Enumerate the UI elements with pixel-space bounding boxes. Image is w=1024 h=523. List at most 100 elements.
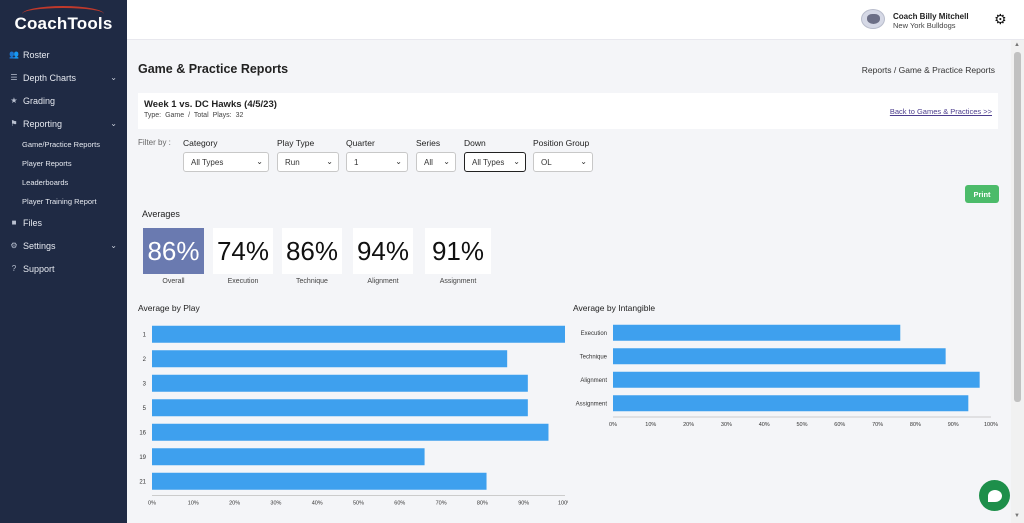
reporting-icon: ⚑: [10, 119, 18, 128]
sidebar-subitem-leaderboards[interactable]: Leaderboards: [22, 178, 69, 187]
coach-name: Coach Billy Mitchell: [893, 12, 969, 21]
x-tick-label: 60%: [394, 501, 405, 507]
category-label: 19: [139, 455, 146, 461]
sidebar-item-label: Depth Charts: [23, 72, 77, 83]
sidebar-subitem-game-practice-reports[interactable]: Game/Practice Reports: [22, 140, 100, 149]
bar-alignment[interactable]: [613, 371, 980, 388]
gear-icon[interactable]: ⚙: [994, 11, 1007, 27]
category-label: 16: [139, 430, 146, 436]
filter-label: Category: [183, 138, 218, 148]
chevron-down-icon: ⌄: [580, 157, 587, 166]
chat-bubble-icon: [987, 489, 1002, 502]
app-logo[interactable]: CoachTools: [14, 14, 113, 33]
filter-quarter: Quarter 1 ⌄: [346, 138, 408, 172]
sidebar-item-roster[interactable]: 👥 Roster: [0, 43, 127, 66]
filter-play-type-select[interactable]: Run ⌄: [277, 152, 339, 172]
team-avatar[interactable]: [861, 9, 885, 29]
filter-category-select[interactable]: All Types ⌄: [183, 152, 269, 172]
average-by-play-chart: 1 2 3 5 16 19 21 0% 10% 20% 30% 40% 50% 60% 70% 80% 90% 1…: [139, 325, 568, 507]
sidebar-nav: 👥 Roster ☰ Depth Charts ⌄ ★ Grading ⚑ Reporting ⌄…: [0, 43, 127, 280]
filter-down-select[interactable]: All Types ⌄: [464, 152, 526, 172]
sidebar-subitem-player-reports[interactable]: Player Reports: [22, 159, 72, 168]
filter-category: Category All Types ⌄: [183, 138, 269, 172]
filter-position-group-select[interactable]: OL ⌄: [533, 152, 593, 172]
x-tick-label: 100%: [558, 501, 568, 507]
category-label: 5: [143, 406, 147, 412]
scroll-up-arrow-icon[interactable]: ▲: [1014, 42, 1020, 48]
page-title: Game & Practice Reports: [138, 62, 289, 76]
bar-5[interactable]: [152, 399, 528, 417]
kpi-overall: 86% Overall: [143, 228, 204, 285]
x-tick-label: 70%: [872, 422, 883, 428]
sidebar-item-label: Roster: [23, 49, 50, 60]
bar-assignment[interactable]: [613, 395, 969, 412]
category-label: Technique: [580, 354, 608, 360]
game-summary-card: Week 1 vs. DC Hawks (4/5/23) Type: Game …: [138, 93, 998, 129]
category-label: 3: [143, 381, 147, 387]
team-name: New York Bulldogs: [893, 21, 956, 30]
x-tick-label: 80%: [910, 422, 921, 428]
filter-play-type: Play Type Run ⌄: [277, 138, 339, 172]
kpi-label: Execution: [227, 278, 259, 285]
kpi-label: Assignment: [439, 278, 477, 285]
filter-by-label: Filter by :: [138, 138, 171, 147]
bar-21[interactable]: [152, 472, 487, 490]
chevron-down-icon[interactable]: ⌄: [110, 119, 117, 128]
filter-label: Series: [416, 138, 441, 148]
chevron-down-icon[interactable]: ⌄: [110, 241, 117, 250]
kpi-label: Technique: [296, 278, 328, 285]
scroll-thumb[interactable]: [1014, 52, 1021, 402]
select-value: All Types: [191, 157, 224, 167]
sidebar-subitem-player-training-report[interactable]: Player Training Report: [22, 197, 97, 206]
x-tick-label: 50%: [796, 422, 807, 428]
select-value: All: [424, 157, 433, 167]
roster-icon: 👥: [9, 50, 19, 59]
kpi-label: Overall: [162, 278, 185, 285]
logo-arc: [22, 6, 104, 22]
filter-series-select[interactable]: All ⌄: [416, 152, 456, 172]
x-tick-label: 60%: [834, 422, 845, 428]
select-value: 1: [354, 157, 359, 167]
chevron-down-icon[interactable]: ⌄: [110, 73, 117, 82]
back-to-games-link[interactable]: Back to Games & Practices >>: [889, 107, 992, 116]
bar-execution[interactable]: [613, 324, 901, 341]
kpi-value: 91%: [425, 228, 491, 274]
files-icon: ■: [11, 218, 17, 227]
x-tick-label: 40%: [759, 422, 770, 428]
averages-title: Averages: [142, 209, 180, 219]
x-tick-label: 0%: [148, 501, 156, 507]
chat-button[interactable]: [979, 480, 1010, 511]
bar-3[interactable]: [152, 374, 528, 392]
sidebar-item-settings[interactable]: ⚙ Settings ⌄: [0, 234, 127, 257]
bar-16[interactable]: [152, 423, 549, 441]
x-tick-label: 20%: [683, 422, 694, 428]
scroll-down-arrow-icon[interactable]: ▼: [1014, 513, 1020, 519]
sidebar-item-label: Settings: [23, 240, 56, 251]
page-scrollbar[interactable]: ▲ ▼: [1011, 40, 1024, 523]
bar-19[interactable]: [152, 448, 425, 466]
x-tick-label: 90%: [518, 501, 529, 507]
x-tick-label: 10%: [645, 422, 656, 428]
game-meta: Type: Game / Total Plays: 32: [144, 112, 244, 119]
grading-icon: ★: [10, 96, 18, 105]
print-button[interactable]: Print: [965, 185, 999, 203]
filter-quarter-select[interactable]: 1 ⌄: [346, 152, 408, 172]
bar-technique[interactable]: [613, 348, 946, 365]
bar-2[interactable]: [152, 350, 508, 368]
bar-1[interactable]: [152, 325, 565, 343]
support-icon: ?: [11, 264, 17, 273]
kpi-execution: 74% Execution: [213, 228, 273, 285]
x-tick-label: 80%: [477, 501, 488, 507]
sidebar-item-reporting[interactable]: ⚑ Reporting ⌄: [0, 112, 127, 135]
x-tick-label: 30%: [270, 501, 281, 507]
game-title: Week 1 vs. DC Hawks (4/5/23): [144, 99, 277, 110]
sidebar-item-grading[interactable]: ★ Grading: [0, 89, 127, 112]
sidebar-item-depth-charts[interactable]: ☰ Depth Charts ⌄: [0, 66, 127, 89]
sidebar-item-support[interactable]: ? Support: [0, 257, 127, 280]
chevron-down-icon: ⌄: [395, 157, 402, 166]
sidebar-item-label: Support: [23, 263, 55, 274]
sidebar-item-files[interactable]: ■ Files: [0, 211, 127, 234]
x-tick-label: 30%: [721, 422, 732, 428]
x-tick-label: 90%: [948, 422, 959, 428]
filter-label: Position Group: [533, 138, 590, 148]
